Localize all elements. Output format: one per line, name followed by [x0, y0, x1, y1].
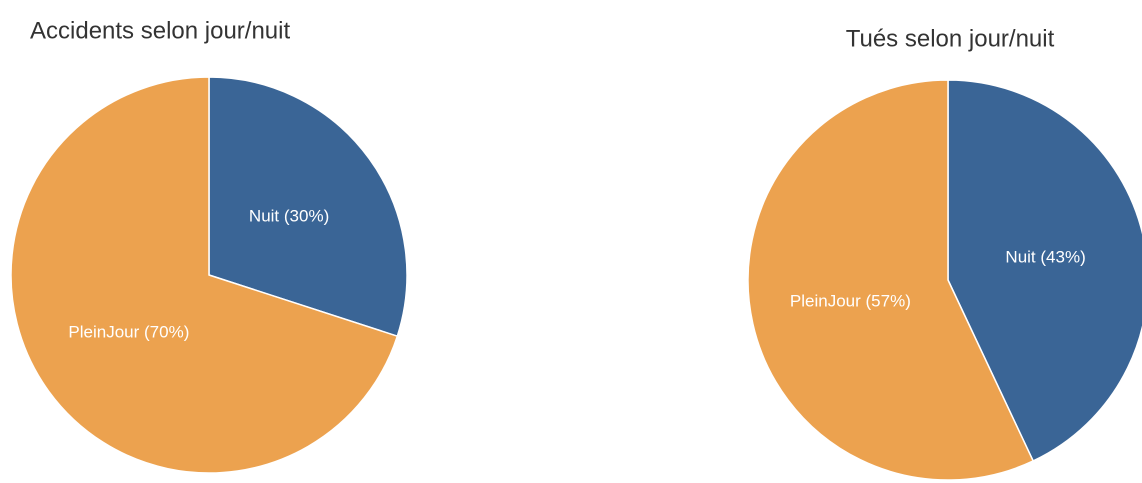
- slice-label: PleinJour (57%): [790, 291, 911, 310]
- chart-title: Accidents selon jour/nuit: [30, 17, 290, 44]
- pie-slice: [747, 79, 1035, 481]
- slice-label: PleinJour (70%): [68, 323, 189, 342]
- pie-slice: [947, 79, 1142, 462]
- chart-title: Tués selon jour/nuit: [846, 25, 1055, 52]
- pie-slice: [208, 76, 408, 338]
- pie-slice: [10, 76, 399, 474]
- slice-label: Nuit (43%): [1005, 248, 1085, 267]
- slice-label: Nuit (30%): [249, 206, 329, 225]
